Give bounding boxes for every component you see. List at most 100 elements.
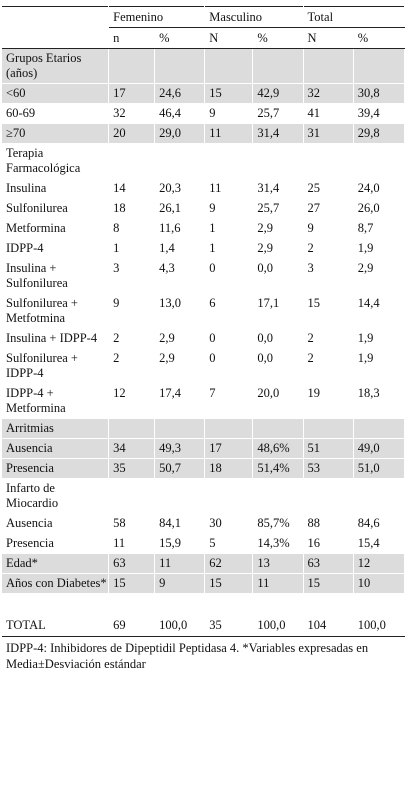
table-cell: 11: [204, 178, 254, 199]
row-label: IDPP-4 + Metformina: [2, 383, 110, 419]
table-cell: 3: [303, 258, 354, 294]
table-cell: 1: [204, 218, 254, 239]
table-cell: [108, 143, 156, 179]
table-cell: [204, 418, 254, 439]
table-cell: [154, 143, 206, 179]
table-cell: 15: [303, 293, 354, 329]
table-cell: 32: [303, 83, 354, 104]
table-cell: 30: [204, 513, 254, 534]
table-cell: [108, 478, 156, 514]
table-cell: 6: [204, 293, 254, 329]
table-cell: 29,0: [154, 123, 206, 144]
table-cell: 1,9: [353, 238, 406, 259]
table-row: Años con Diabetes* 15 9 15 11 15 10: [2, 573, 406, 594]
table-cell: 31: [303, 123, 354, 144]
table-cell: [252, 418, 304, 439]
table-row: Sulfonilurea + Metfotmina 9 13,0 6 17,1 15 14,…: [2, 293, 406, 329]
table-row: 60-69 32 46,4 9 25,7 41 39,4: [2, 103, 406, 124]
table-cell: 51: [303, 438, 354, 459]
total-row: TOTAL 69 100,0 35 100,0 104 100,0: [2, 614, 406, 637]
table-cell: 15: [204, 573, 254, 594]
table-cell: 30,8: [353, 83, 406, 104]
table-cell: 32: [108, 103, 156, 124]
table-cell: 2,9: [252, 218, 304, 239]
table-cell: 17,1: [252, 293, 304, 329]
table-cell: 29,8: [353, 123, 406, 144]
table-cell: 84,1: [154, 513, 206, 534]
table-cell: 14,4: [353, 293, 406, 329]
table-cell: 51,4%: [252, 458, 304, 479]
table-cell: 1,9: [353, 328, 406, 349]
table-cell: 9: [204, 103, 254, 124]
table-container: Femenino Masculino Total n % N % N % Gru…: [2, 0, 406, 672]
table-row: ≥70 20 29,0 11 31,4 31 29,8: [2, 123, 406, 144]
table-cell: 85,7%: [252, 513, 304, 534]
header-corner: [2, 6, 110, 28]
row-label: Grupos Etarios (años): [2, 48, 110, 84]
row-label: Sulfonilurea: [2, 198, 110, 219]
table-cell: 14,3%: [252, 533, 304, 554]
total-cell: 104: [303, 614, 354, 637]
row-label: Años con Diabetes*: [2, 573, 110, 594]
table-cell: 14: [108, 178, 156, 199]
table-cell: 15: [303, 573, 354, 594]
table-cell: 17: [108, 83, 156, 104]
table-cell: [252, 478, 304, 514]
table-cell: [154, 418, 206, 439]
table-cell: 9: [154, 573, 206, 594]
table-cell: 20: [108, 123, 156, 144]
table-cell: 15: [108, 573, 156, 594]
row-label: Ausencia: [2, 513, 110, 534]
total-label: TOTAL: [2, 614, 110, 637]
table-cell: 84,6: [353, 513, 406, 534]
table-cell: 19: [303, 383, 354, 419]
table-cell: 1: [108, 238, 156, 259]
demographics-table: Femenino Masculino Total n % N % N % Gru…: [2, 6, 406, 637]
table-cell: [154, 478, 206, 514]
table-cell: 2,9: [353, 258, 406, 294]
row-label: Insulina + Sulfonilurea: [2, 258, 110, 294]
table-cell: 2: [108, 348, 156, 384]
table-cell: 18,3: [353, 383, 406, 419]
table-cell: 11: [154, 553, 206, 574]
table-cell: [303, 143, 354, 179]
table-cell: 18: [108, 198, 156, 219]
table-cell: 53: [303, 458, 354, 479]
table-cell: 4,3: [154, 258, 206, 294]
table-cell: 2: [108, 328, 156, 349]
table-row: Insulina + IDPP-4 2 2,9 0 0,0 2 1,9: [2, 328, 406, 349]
table-row: Insulina 14 20,3 11 31,4 25 24,0: [2, 178, 406, 199]
table-cell: 0,0: [252, 348, 304, 384]
table-cell: 8: [108, 218, 156, 239]
table-cell: 41: [303, 103, 354, 124]
total-cell: 100,0: [154, 614, 206, 637]
table-cell: 9: [303, 218, 354, 239]
table-cell: 20,3: [154, 178, 206, 199]
table-cell: 18: [204, 458, 254, 479]
table-cell: 13: [252, 553, 304, 574]
table-cell: 51,0: [353, 458, 406, 479]
section-header-row: Infarto de Miocardio: [2, 478, 406, 514]
total-cell: 100,0: [252, 614, 304, 637]
table-cell: [303, 418, 354, 439]
header-sub-cell: %: [154, 27, 206, 49]
table-cell: 0: [204, 258, 254, 294]
table-cell: [154, 48, 206, 84]
table-cell: 20,0: [252, 383, 304, 419]
table-row: Sulfonilurea 18 26,1 9 25,7 27 26,0: [2, 198, 406, 219]
table-cell: 49,0: [353, 438, 406, 459]
table-row: Ausencia 34 49,3 17 48,6% 51 49,0: [2, 438, 406, 459]
table-cell: 42,9: [252, 83, 304, 104]
table-cell: 2,9: [154, 328, 206, 349]
row-label: ≥70: [2, 123, 110, 144]
table-cell: 26,0: [353, 198, 406, 219]
table-cell: [303, 478, 354, 514]
header-sub-cell: N: [204, 27, 254, 49]
table-cell: 17,4: [154, 383, 206, 419]
table-row: <60 17 24,6 15 42,9 32 30,8: [2, 83, 406, 104]
table-cell: 15: [204, 83, 254, 104]
table-cell: 1,9: [353, 348, 406, 384]
table-cell: [303, 48, 354, 84]
total-cell: 69: [108, 614, 156, 637]
table-cell: 50,7: [154, 458, 206, 479]
